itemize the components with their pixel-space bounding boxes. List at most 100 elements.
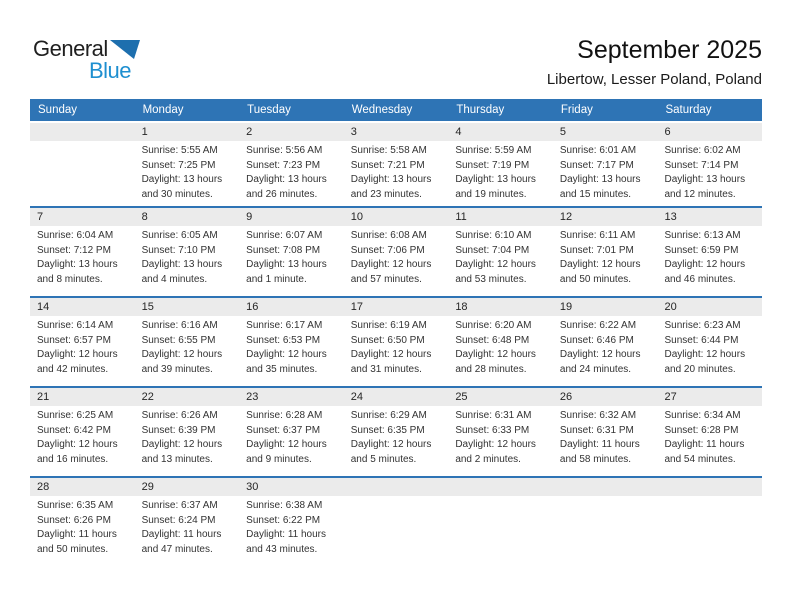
day-info: Sunrise: 6:26 AM Sunset: 6:39 PM Dayligh… — [135, 406, 240, 467]
daylight-text: Daylight: 13 hours and 1 minute. — [246, 259, 327, 285]
daylight-text: Daylight: 12 hours and 16 minutes. — [37, 439, 118, 465]
logo-text-blue: Blue — [89, 58, 132, 83]
sunrise-text: Sunrise: 6:38 AM — [246, 500, 323, 511]
day-info: Sunrise: 6:05 AM Sunset: 7:10 PM Dayligh… — [135, 226, 240, 287]
daylight-text: Daylight: 13 hours and 30 minutes. — [141, 174, 223, 200]
sunset-text: Sunset: 6:55 PM — [141, 334, 216, 346]
day-number — [448, 478, 553, 496]
day-info: Sunrise: 6:13 AM Sunset: 6:59 PM Dayligh… — [657, 226, 762, 287]
logo-text-general: General — [33, 36, 108, 61]
sunset-text: Sunset: 6:53 PM — [246, 334, 321, 346]
daylight-text: Daylight: 12 hours and 57 minutes. — [350, 259, 432, 285]
sunset-text: Sunset: 6:44 PM — [664, 334, 739, 346]
daylight-text: Daylight: 13 hours and 15 minutes. — [559, 174, 641, 200]
day-info: Sunrise: 6:01 AM Sunset: 7:17 PM Dayligh… — [553, 141, 658, 202]
daylight-text: Daylight: 13 hours and 19 minutes. — [455, 174, 536, 200]
day-cell: 10 Sunrise: 6:08 AM Sunset: 7:06 PM Dayl… — [343, 208, 449, 296]
sunset-text: Sunset: 6:57 PM — [37, 334, 111, 346]
day-number: 26 — [552, 388, 658, 406]
sunset-text: Sunset: 7:01 PM — [559, 244, 634, 256]
day-info: Sunrise: 6:17 AM Sunset: 6:53 PM Dayligh… — [239, 316, 344, 377]
day-header-label: Monday — [142, 104, 184, 116]
day-header-label: Friday — [560, 104, 593, 116]
sunset-text: Sunset: 7:23 PM — [246, 159, 321, 171]
daylight-text: Daylight: 13 hours and 8 minutes. — [37, 259, 118, 285]
day-number: 1 — [134, 123, 240, 141]
day-header-label: Wednesday — [351, 104, 413, 116]
day-info: Sunrise: 6:10 AM Sunset: 7:04 PM Dayligh… — [448, 226, 553, 287]
general-blue-logo: General Blue — [33, 38, 153, 84]
day-info — [657, 496, 762, 499]
day-cell: 7 Sunrise: 6:04 AM Sunset: 7:12 PM Dayli… — [30, 208, 135, 296]
day-number: 10 — [343, 208, 449, 226]
week-row: 7 Sunrise: 6:04 AM Sunset: 7:12 PM Dayli… — [30, 206, 763, 296]
day-number: 14 — [30, 298, 135, 316]
day-info: Sunrise: 6:25 AM Sunset: 6:42 PM Dayligh… — [30, 406, 135, 467]
daylight-text: Daylight: 13 hours and 23 minutes. — [350, 174, 432, 200]
sunrise-text: Sunrise: 6:16 AM — [141, 320, 218, 331]
day-cell: 8 Sunrise: 6:05 AM Sunset: 7:10 PM Dayli… — [134, 208, 240, 296]
daylight-text: Daylight: 12 hours and 20 minutes. — [664, 349, 746, 375]
sunrise-text: Sunrise: 5:58 AM — [350, 145, 427, 156]
daylight-text: Daylight: 12 hours and 42 minutes. — [37, 349, 118, 375]
day-cell: 15 Sunrise: 6:16 AM Sunset: 6:55 PM Dayl… — [134, 298, 240, 386]
day-cell: 27 Sunrise: 6:34 AM Sunset: 6:28 PM Dayl… — [657, 388, 763, 476]
day-info: Sunrise: 5:55 AM Sunset: 7:25 PM Dayligh… — [135, 141, 240, 202]
day-cell: 23 Sunrise: 6:28 AM Sunset: 6:37 PM Dayl… — [239, 388, 344, 476]
sunset-text: Sunset: 6:28 PM — [664, 424, 739, 436]
day-cell: 9 Sunrise: 6:07 AM Sunset: 7:08 PM Dayli… — [239, 208, 344, 296]
sunset-text: Sunset: 7:12 PM — [37, 244, 111, 256]
day-cell: 30 Sunrise: 6:38 AM Sunset: 6:22 PM Dayl… — [239, 478, 344, 566]
day-cell — [448, 478, 553, 566]
daylight-text: Daylight: 11 hours and 54 minutes. — [664, 439, 745, 465]
day-cell: 21 Sunrise: 6:25 AM Sunset: 6:42 PM Dayl… — [30, 388, 135, 476]
daylight-text: Daylight: 13 hours and 12 minutes. — [664, 174, 746, 200]
day-info: Sunrise: 6:38 AM Sunset: 6:22 PM Dayligh… — [239, 496, 344, 557]
day-number: 16 — [239, 298, 344, 316]
sunset-text: Sunset: 7:04 PM — [455, 244, 530, 256]
day-number: 23 — [239, 388, 344, 406]
sunset-text: Sunset: 6:33 PM — [455, 424, 530, 436]
day-info: Sunrise: 6:35 AM Sunset: 6:26 PM Dayligh… — [30, 496, 135, 557]
week-row: 21 Sunrise: 6:25 AM Sunset: 6:42 PM Dayl… — [30, 386, 763, 476]
day-cell: 29 Sunrise: 6:37 AM Sunset: 6:24 PM Dayl… — [134, 478, 240, 566]
day-number: 8 — [134, 208, 240, 226]
daylight-text: Daylight: 13 hours and 4 minutes. — [141, 259, 223, 285]
week-row: 1 Sunrise: 5:55 AM Sunset: 7:25 PM Dayli… — [30, 121, 763, 206]
day-number — [30, 123, 135, 141]
sunset-text: Sunset: 6:22 PM — [246, 514, 321, 526]
day-info: Sunrise: 6:11 AM Sunset: 7:01 PM Dayligh… — [553, 226, 658, 287]
calendar-weeks: 1 Sunrise: 5:55 AM Sunset: 7:25 PM Dayli… — [30, 121, 763, 566]
sunrise-text: Sunrise: 6:04 AM — [37, 230, 114, 241]
daylight-text: Daylight: 12 hours and 50 minutes. — [559, 259, 641, 285]
sunset-text: Sunset: 6:35 PM — [350, 424, 425, 436]
daylight-text: Daylight: 11 hours and 50 minutes. — [37, 529, 117, 555]
day-info — [448, 496, 553, 499]
day-info: Sunrise: 6:31 AM Sunset: 6:33 PM Dayligh… — [448, 406, 553, 467]
day-info: Sunrise: 5:58 AM Sunset: 7:21 PM Dayligh… — [344, 141, 449, 202]
day-cell: 28 Sunrise: 6:35 AM Sunset: 6:26 PM Dayl… — [30, 478, 135, 566]
day-cell: 26 Sunrise: 6:32 AM Sunset: 6:31 PM Dayl… — [552, 388, 658, 476]
day-number: 7 — [30, 208, 135, 226]
day-info: Sunrise: 6:23 AM Sunset: 6:44 PM Dayligh… — [657, 316, 762, 377]
day-number: 29 — [134, 478, 240, 496]
sunrise-text: Sunrise: 6:14 AM — [37, 320, 114, 331]
day-cell: 13 Sunrise: 6:13 AM Sunset: 6:59 PM Dayl… — [657, 208, 763, 296]
day-number: 30 — [239, 478, 344, 496]
day-number: 6 — [657, 123, 763, 141]
daylight-text: Daylight: 12 hours and 9 minutes. — [246, 439, 327, 465]
title-block: September 2025 Libertow, Lesser Poland, … — [547, 36, 762, 88]
day-number: 25 — [448, 388, 553, 406]
day-cell: 11 Sunrise: 6:10 AM Sunset: 7:04 PM Dayl… — [448, 208, 553, 296]
daylight-text: Daylight: 11 hours and 47 minutes. — [141, 529, 222, 555]
day-number: 13 — [657, 208, 763, 226]
day-info: Sunrise: 6:37 AM Sunset: 6:24 PM Dayligh… — [135, 496, 240, 557]
daylight-text: Daylight: 12 hours and 46 minutes. — [664, 259, 746, 285]
pennant-triangle-icon — [109, 40, 140, 64]
daylight-text: Daylight: 12 hours and 35 minutes. — [246, 349, 327, 375]
daylight-text: Daylight: 11 hours and 43 minutes. — [246, 529, 327, 555]
sunset-text: Sunset: 7:17 PM — [559, 159, 634, 171]
sunrise-text: Sunrise: 5:59 AM — [455, 145, 532, 156]
day-number: 28 — [30, 478, 135, 496]
day-info: Sunrise: 6:02 AM Sunset: 7:14 PM Dayligh… — [657, 141, 762, 202]
